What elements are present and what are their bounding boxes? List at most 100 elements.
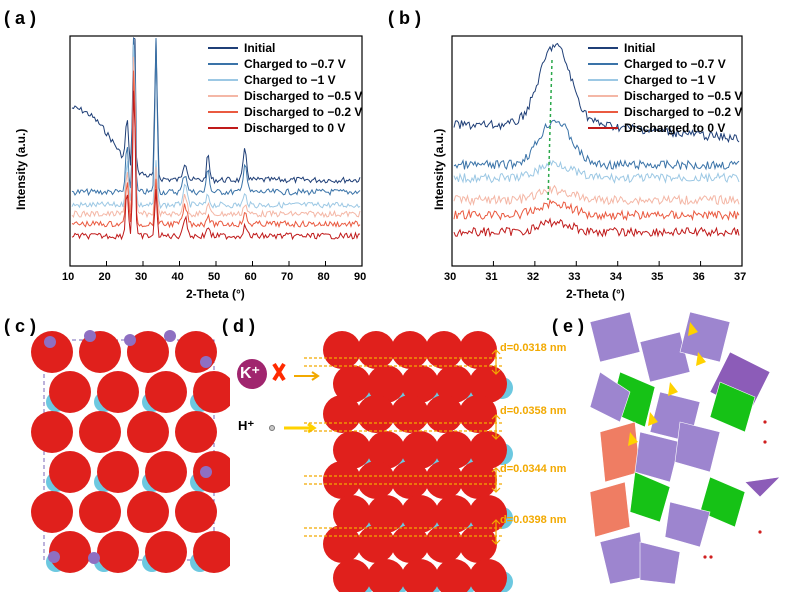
x-tick-label: 40 xyxy=(171,271,184,283)
oxygen-atom xyxy=(401,559,439,592)
legend-entry: Initial xyxy=(208,40,362,56)
legend-entry: Discharged to 0 V xyxy=(208,120,362,136)
legend-swatch xyxy=(208,63,238,65)
purple-atom xyxy=(200,356,212,368)
diffusion-arrow-icon xyxy=(648,412,658,426)
x-tick-label: 70 xyxy=(281,271,294,283)
purple-atom xyxy=(124,334,136,346)
oxygen-atom xyxy=(323,525,361,563)
k-arrow-icon xyxy=(294,371,320,381)
oxygen-atom xyxy=(79,411,121,453)
oxygen-atom xyxy=(357,461,395,499)
legend-label: Discharged to −0.2 V xyxy=(244,105,363,119)
oxygen-atom xyxy=(435,495,473,533)
oxygen-atom xyxy=(323,395,361,433)
x-tick-label: 90 xyxy=(354,271,367,283)
k-ion-sphere xyxy=(237,359,267,389)
polyhedron xyxy=(639,541,681,585)
series-line xyxy=(71,70,361,229)
polyhedron xyxy=(679,312,731,363)
x-tick-label: 37 xyxy=(734,271,747,283)
polyhedron xyxy=(709,381,756,433)
panel-label-e: ( e ) xyxy=(552,316,585,336)
oxygen-atom xyxy=(459,525,497,563)
diffusion-arrow-icon xyxy=(688,322,698,336)
oxygen-atom xyxy=(175,331,217,373)
series-line xyxy=(453,119,740,171)
panel-label-b: ( b ) xyxy=(388,8,421,28)
legend-entry: Charged to −1 V xyxy=(588,72,742,88)
spacing-label-1: d=0.0318 nm xyxy=(500,342,567,354)
polyhedron xyxy=(629,471,671,523)
oxygen-atom xyxy=(391,395,429,433)
legend-entry: Charged to −0.7 V xyxy=(208,56,362,72)
legend-label: Charged to −1 V xyxy=(624,73,716,87)
legend-entry: Charged to −1 V xyxy=(208,72,362,88)
xrd-chart-b xyxy=(451,35,743,267)
x-axis-label-a: 2-Theta (°) xyxy=(186,287,245,301)
series-line xyxy=(71,90,361,241)
legend-entry: Discharged to 0 V xyxy=(588,120,742,136)
legend-label: Initial xyxy=(624,41,656,55)
oxygen-atom xyxy=(367,559,405,592)
crystal-structure-d xyxy=(237,331,513,592)
legend-entry: Initial xyxy=(588,40,742,56)
legend-swatch xyxy=(208,111,238,113)
legend-label: Initial xyxy=(244,41,276,55)
legend-entry: Discharged to −0.5 V xyxy=(208,88,362,104)
legend-swatch xyxy=(588,63,618,65)
legend-swatch xyxy=(208,95,238,97)
atom-spheres-c xyxy=(31,330,230,573)
oxygen-atom xyxy=(31,491,73,533)
series-lines-a xyxy=(71,37,361,241)
purple-atom xyxy=(84,330,96,342)
k-ion-label: K⁺ xyxy=(240,365,260,382)
y-axis-label-b: Intensity (a.u.) xyxy=(432,128,446,210)
polyhedron xyxy=(674,421,721,473)
polyhedron xyxy=(589,312,641,363)
oxygen-atom xyxy=(367,365,405,403)
oxygen-atom xyxy=(391,331,429,369)
xrd-chart-a xyxy=(69,35,363,267)
oxygen-atom xyxy=(459,395,497,433)
purple-atom xyxy=(88,552,100,564)
purple-atom xyxy=(48,551,60,563)
oxygen-atom xyxy=(127,411,169,453)
polyhedron xyxy=(664,501,711,548)
x-tick-label: 50 xyxy=(208,271,221,283)
polyhedron xyxy=(599,421,641,483)
legend-label: Charged to −1 V xyxy=(244,73,336,87)
legend-b: Initial Charged to −0.7 V Charged to −1 V D… xyxy=(588,40,742,136)
atom-dot xyxy=(703,555,707,559)
oxygen-atom xyxy=(357,525,395,563)
oxygen-atom xyxy=(459,461,497,499)
oxygen-atom xyxy=(435,365,473,403)
polyhedron xyxy=(589,371,631,423)
polyhedra-shapes-e xyxy=(589,312,781,585)
oxygen-atom xyxy=(97,451,139,493)
x-tick-label: 10 xyxy=(62,271,75,283)
plot-frame-b xyxy=(451,35,743,267)
x-tick-label: 34 xyxy=(609,271,622,283)
purple-atom xyxy=(164,330,176,342)
oxygen-atom xyxy=(401,365,439,403)
oxygen-atom xyxy=(459,331,497,369)
oxygen-atom xyxy=(435,559,473,592)
series-line xyxy=(71,56,361,219)
atom-dot xyxy=(763,420,767,424)
legend-entry: Discharged to −0.2 V xyxy=(588,104,742,120)
legend-swatch xyxy=(588,79,618,81)
polyhedra-structure-e xyxy=(589,312,781,585)
atom-spheres-d xyxy=(323,331,513,592)
oxygen-atom xyxy=(145,531,187,573)
x-axis-label-b: 2-Theta (°) xyxy=(566,287,625,301)
panel-label-a: ( a ) xyxy=(4,8,37,28)
legend-entry: Charged to −0.7 V xyxy=(588,56,742,72)
series-lines-b xyxy=(453,42,740,238)
x-tick-label: 20 xyxy=(98,271,111,283)
oxygen-atom xyxy=(435,431,473,469)
purple-atom xyxy=(200,466,212,478)
oxygen-atom xyxy=(145,451,187,493)
oxygen-atom xyxy=(145,371,187,413)
legend-label: Charged to −0.7 V xyxy=(624,57,726,71)
